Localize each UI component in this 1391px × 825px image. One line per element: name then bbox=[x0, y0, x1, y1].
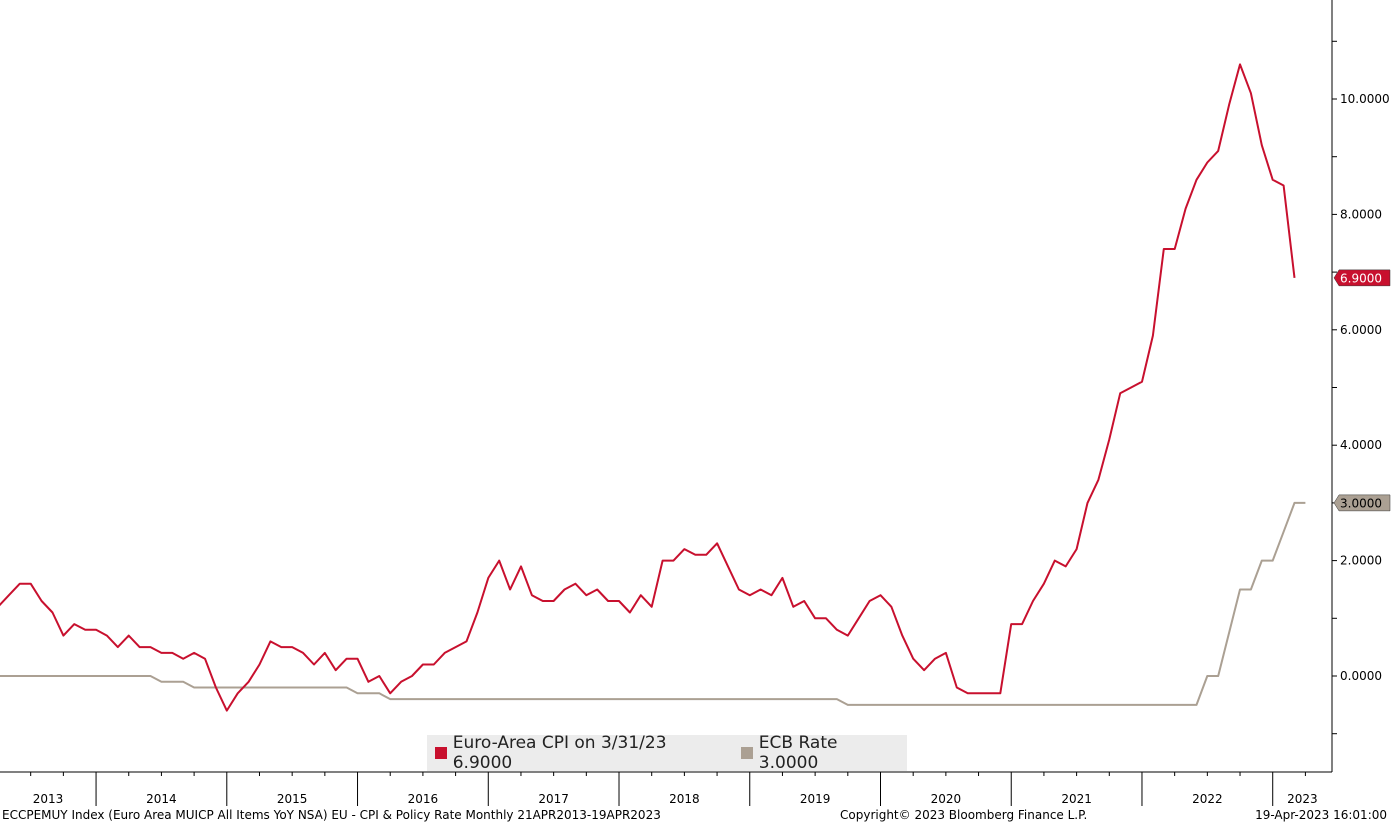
legend-item-cpi: Euro-Area CPI on 3/31/23 6.9000 bbox=[435, 733, 725, 773]
y-tick-label: 0.0000 bbox=[1340, 669, 1382, 683]
legend-label-cpi: Euro-Area CPI on 3/31/23 6.9000 bbox=[452, 733, 667, 773]
footer-description: ECCPEMUY Index (Euro Area MUICP All Item… bbox=[2, 808, 661, 822]
x-tick-label: 2018 bbox=[669, 792, 700, 806]
x-tick-label: 2015 bbox=[277, 792, 308, 806]
x-tick-label: 2016 bbox=[408, 792, 439, 806]
last-value-tag-ecb: 3.0000 bbox=[1333, 494, 1391, 512]
x-tick-label: 2023 bbox=[1287, 792, 1318, 806]
last-value-tag-box bbox=[1333, 494, 1391, 512]
last-value-tag-cpi: 6.9000 bbox=[1333, 269, 1391, 287]
last-value-tag-box bbox=[1333, 269, 1391, 287]
axis-layer: 0.0000 2.0000 4.0000 6.0000 8.0000 10.0000 201… bbox=[0, 0, 1390, 806]
legend: Euro-Area CPI on 3/31/23 6.9000 ECB Rate… bbox=[427, 733, 907, 773]
series-line-cpi bbox=[0, 63, 1296, 712]
legend-swatch-ecb bbox=[741, 747, 753, 759]
x-tick-label: 2021 bbox=[1061, 792, 1092, 806]
y-tick-label: 6.0000 bbox=[1340, 323, 1382, 337]
legend-swatch-cpi bbox=[435, 747, 447, 759]
series-line-ecb bbox=[0, 501, 1306, 706]
x-tick-label: 2014 bbox=[146, 792, 177, 806]
legend-item-ecb: ECB Rate 3.0000 bbox=[741, 733, 899, 773]
line-chart: 0.0000 2.0000 4.0000 6.0000 8.0000 10.0000 201… bbox=[0, 0, 1391, 806]
x-tick-label: 2013 bbox=[33, 792, 64, 806]
series-layer bbox=[0, 63, 1306, 712]
y-tick-label: 4.0000 bbox=[1340, 438, 1382, 452]
y-tick-label: 8.0000 bbox=[1340, 207, 1382, 221]
x-tick-label: 2017 bbox=[538, 792, 569, 806]
last-value-tag-text: 6.9000 bbox=[1340, 271, 1382, 285]
footer-timestamp: 19-Apr-2023 16:01:00 bbox=[1255, 808, 1387, 822]
legend-label-ecb: ECB Rate 3.0000 bbox=[758, 733, 838, 773]
last-value-tag-text: 3.0000 bbox=[1340, 496, 1382, 510]
y-tick-label: 2.0000 bbox=[1340, 554, 1382, 568]
footer-copyright: Copyright© 2023 Bloomberg Finance L.P. bbox=[840, 808, 1088, 822]
x-tick-label: 2020 bbox=[931, 792, 962, 806]
x-tick-label: 2022 bbox=[1192, 792, 1223, 806]
x-tick-label: 2019 bbox=[800, 792, 831, 806]
y-tick-label: 10.0000 bbox=[1340, 92, 1390, 106]
last-value-labels: 6.9000 3.0000 bbox=[1333, 269, 1391, 512]
